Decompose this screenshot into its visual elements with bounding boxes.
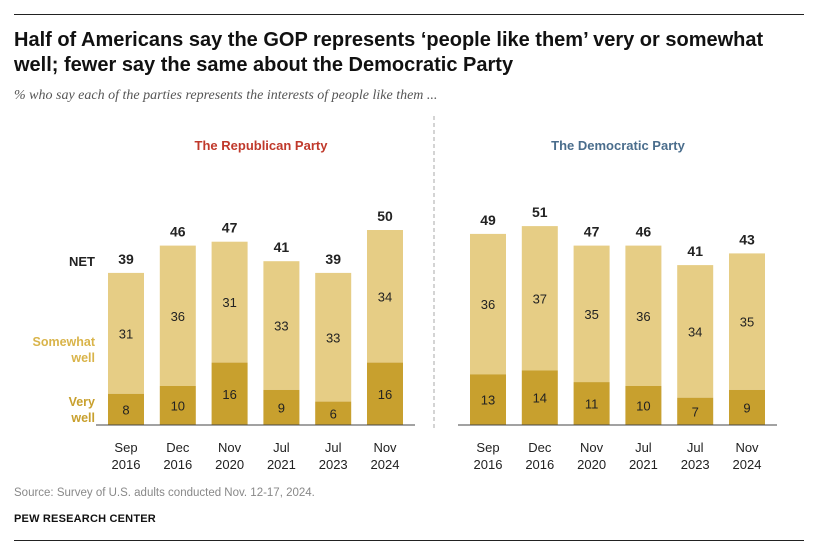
x-tick-label-year: 2016 xyxy=(112,457,141,472)
chart-title: Half of Americans say the GOP represents… xyxy=(14,29,764,76)
bottom-rule xyxy=(14,540,804,541)
data-label-net: 39 xyxy=(118,251,134,267)
bar-somewhat-well xyxy=(521,226,558,371)
chart-subtitle: % who say each of the parties represents… xyxy=(14,88,438,103)
bar-somewhat-well xyxy=(159,245,196,386)
data-label-net: 39 xyxy=(325,251,341,267)
x-tick-label-month: Nov xyxy=(580,440,604,455)
top-rule xyxy=(14,14,804,15)
bar-very-well xyxy=(729,389,765,425)
x-tick-label-month: Nov xyxy=(218,440,242,455)
bar-somewhat-well xyxy=(367,230,403,363)
legend-somewhat-well: well xyxy=(70,351,95,365)
x-tick-label-month: Jul xyxy=(635,440,652,455)
data-label-very-well: 10 xyxy=(636,399,650,414)
x-tick-label-month: Sep xyxy=(476,440,499,455)
data-label-somewhat-well: 36 xyxy=(171,309,185,324)
data-label-net: 51 xyxy=(532,204,548,220)
x-tick-label-month: Sep xyxy=(114,440,137,455)
data-label-net: 46 xyxy=(170,224,186,240)
data-label-very-well: 10 xyxy=(171,399,185,414)
legend-very-well: Very xyxy=(69,395,95,409)
x-tick-label-month: Dec xyxy=(166,440,190,455)
data-label-somewhat-well: 36 xyxy=(636,309,650,324)
x-tick-label-month: Jul xyxy=(273,440,290,455)
data-label-net: 49 xyxy=(480,212,496,228)
x-tick-label-year: 2016 xyxy=(163,457,192,472)
data-label-net: 41 xyxy=(687,243,703,259)
bar-very-well xyxy=(159,386,196,425)
data-label-somewhat-well: 31 xyxy=(222,295,236,310)
bar-very-well xyxy=(625,386,662,425)
x-tick-label-month: Dec xyxy=(528,440,552,455)
x-tick-label-year: 2023 xyxy=(681,457,710,472)
bar-very-well xyxy=(573,382,610,425)
bar-very-well xyxy=(521,370,558,425)
data-label-net: 50 xyxy=(377,208,393,224)
data-label-very-well: 16 xyxy=(378,387,392,402)
data-label-somewhat-well: 33 xyxy=(326,330,340,345)
bar-very-well xyxy=(263,389,300,425)
source-note: Source: Survey of U.S. adults conducted … xyxy=(14,487,315,499)
data-label-net: 43 xyxy=(739,231,755,247)
x-tick-label-year: 2024 xyxy=(371,457,400,472)
data-label-very-well: 9 xyxy=(278,400,285,415)
data-label-very-well: 6 xyxy=(330,406,337,421)
data-label-very-well: 9 xyxy=(743,400,750,415)
x-tick-label-month: Nov xyxy=(373,440,397,455)
data-label-somewhat-well: 33 xyxy=(274,319,288,334)
legend-very-well: well xyxy=(70,411,95,425)
x-tick-label-year: 2016 xyxy=(474,457,503,472)
bar-somewhat-well xyxy=(625,245,662,386)
x-tick-label-year: 2020 xyxy=(215,457,244,472)
x-tick-label-year: 2023 xyxy=(319,457,348,472)
panel-title-democratic: The Democratic Party xyxy=(551,138,685,153)
bar-somewhat-well xyxy=(315,272,352,402)
data-label-very-well: 11 xyxy=(585,397,599,412)
data-label-very-well: 8 xyxy=(122,402,129,417)
data-label-net: 47 xyxy=(584,224,600,240)
legend-somewhat-well: Somewhat xyxy=(32,335,95,349)
bar-very-well xyxy=(470,374,506,425)
data-label-somewhat-well: 34 xyxy=(378,289,392,304)
bar-somewhat-well xyxy=(108,272,144,394)
bar-very-well xyxy=(108,393,144,425)
data-label-somewhat-well: 36 xyxy=(481,297,495,312)
x-tick-label-month: Nov xyxy=(735,440,759,455)
bar-somewhat-well xyxy=(729,253,765,390)
bar-somewhat-well xyxy=(470,233,506,375)
bar-somewhat-well xyxy=(263,261,300,390)
data-label-very-well: 13 xyxy=(481,393,495,408)
bar-very-well xyxy=(677,397,714,425)
data-label-somewhat-well: 31 xyxy=(119,326,133,341)
data-label-somewhat-well: 35 xyxy=(584,307,598,322)
legend-net: NET xyxy=(69,254,95,269)
data-label-very-well: 7 xyxy=(692,404,699,419)
bar-very-well xyxy=(315,401,352,425)
panel-title-republican: The Republican Party xyxy=(195,138,329,153)
x-tick-label-year: 2021 xyxy=(629,457,658,472)
data-label-net: 47 xyxy=(222,220,238,236)
data-label-very-well: 16 xyxy=(222,387,236,402)
x-tick-label-year: 2016 xyxy=(525,457,554,472)
bar-very-well xyxy=(367,362,403,425)
bar-very-well xyxy=(211,362,248,425)
data-label-net: 46 xyxy=(636,224,652,240)
bar-somewhat-well xyxy=(211,241,248,363)
data-label-somewhat-well: 34 xyxy=(688,324,702,339)
x-tick-label-month: Jul xyxy=(687,440,704,455)
x-tick-label-year: 2024 xyxy=(733,457,762,472)
data-label-somewhat-well: 37 xyxy=(533,291,547,306)
data-label-net: 41 xyxy=(274,239,290,255)
x-tick-label-year: 2020 xyxy=(577,457,606,472)
data-label-somewhat-well: 35 xyxy=(740,315,754,330)
data-label-very-well: 14 xyxy=(533,391,547,406)
bar-somewhat-well xyxy=(573,245,610,383)
x-tick-label-month: Jul xyxy=(325,440,342,455)
organization-name: PEW RESEARCH CENTER xyxy=(14,513,156,525)
x-tick-label-year: 2021 xyxy=(267,457,296,472)
bar-somewhat-well xyxy=(677,265,714,398)
